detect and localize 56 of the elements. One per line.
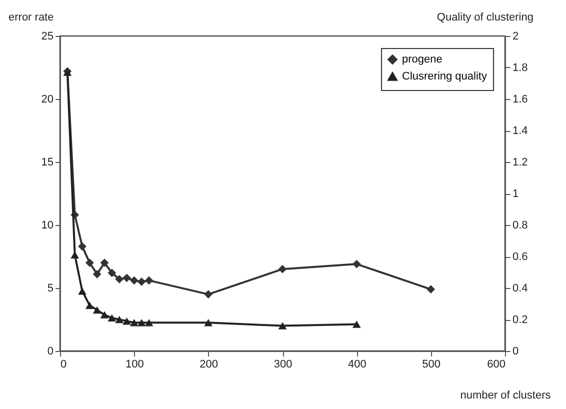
point xyxy=(352,320,361,328)
x-tick-label: 300 xyxy=(274,358,292,370)
point xyxy=(115,316,124,324)
point xyxy=(92,306,102,314)
point xyxy=(278,264,287,274)
point xyxy=(130,276,138,285)
x-axis-title: number of clusters xyxy=(460,390,552,402)
point xyxy=(144,319,154,326)
x-tick-label: 400 xyxy=(348,358,366,370)
y2-tick-label: 0.6 xyxy=(512,251,528,263)
point xyxy=(85,258,94,267)
y-tick-label: 15 xyxy=(41,156,54,168)
point xyxy=(122,317,131,325)
y-tick-label: 5 xyxy=(47,282,54,294)
y2-tick-label: 0 xyxy=(512,346,519,358)
y2-tick-label: 0.2 xyxy=(512,314,528,326)
point xyxy=(130,319,138,326)
point xyxy=(108,314,116,322)
point xyxy=(122,274,131,282)
point xyxy=(100,311,109,318)
y-tick-label: 20 xyxy=(41,94,54,106)
y2-tick-label: 2 xyxy=(512,30,519,42)
legend-label: progene xyxy=(402,54,442,66)
point xyxy=(137,319,146,326)
point xyxy=(85,302,94,309)
y-tick-label: 25 xyxy=(41,30,54,42)
point xyxy=(92,270,102,278)
y2-tick-label: 1.4 xyxy=(512,125,528,137)
point xyxy=(137,278,146,286)
y2-tick-label: 1.6 xyxy=(512,94,528,106)
point xyxy=(78,288,86,295)
y2-tick-label: 0.4 xyxy=(512,282,528,294)
x-tick-label: 100 xyxy=(125,358,144,370)
point xyxy=(426,285,436,294)
point xyxy=(100,258,109,267)
y2-tick-label: 1 xyxy=(512,188,519,200)
point xyxy=(115,274,124,284)
x-tick-label: 200 xyxy=(200,358,218,370)
y2-axis-title: Quality of clustering xyxy=(436,12,534,24)
y-tick-label: 0 xyxy=(47,346,54,358)
point xyxy=(278,322,287,330)
x-tick-label: 600 xyxy=(487,358,506,370)
point xyxy=(108,268,116,278)
point xyxy=(78,242,86,251)
point xyxy=(204,319,213,326)
y2-tick-label: 1.8 xyxy=(512,62,528,74)
y2-tick-label: 1.2 xyxy=(512,156,528,168)
x-tick-label: 500 xyxy=(422,358,441,370)
legend-label: Clusrering quality xyxy=(402,70,488,82)
point xyxy=(144,276,154,285)
y-tick-label: 10 xyxy=(41,220,54,232)
y2-tick-label: 0.8 xyxy=(512,220,528,232)
y-axis-title: error rate xyxy=(8,12,54,24)
point xyxy=(352,260,361,268)
point xyxy=(204,290,213,298)
x-tick-label: 0 xyxy=(60,358,67,370)
